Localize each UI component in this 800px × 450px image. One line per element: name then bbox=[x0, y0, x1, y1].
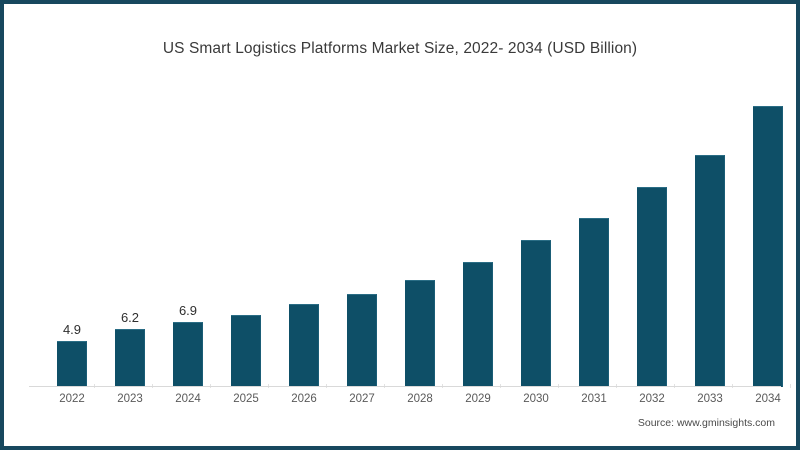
bar-2031[interactable] bbox=[579, 218, 609, 387]
x-axis-label-2027: 2027 bbox=[349, 393, 375, 405]
bar-2026[interactable] bbox=[289, 304, 319, 387]
bar-slot bbox=[391, 87, 449, 387]
x-axis-label-2024: 2024 bbox=[175, 393, 201, 405]
bar-2032[interactable] bbox=[637, 187, 667, 387]
x-axis-line bbox=[29, 386, 781, 387]
x-axis-label-2026: 2026 bbox=[291, 393, 317, 405]
bar-slot bbox=[739, 87, 797, 387]
x-axis-label-2030: 2030 bbox=[523, 393, 549, 405]
x-axis-label-2022: 2022 bbox=[59, 393, 85, 405]
bar-2028[interactable] bbox=[405, 280, 435, 387]
bar-2024[interactable] bbox=[173, 322, 203, 387]
x-axis-label-2031: 2031 bbox=[581, 393, 607, 405]
bar-slot: 6.9 bbox=[159, 87, 217, 387]
x-axis-tick bbox=[790, 384, 791, 388]
bar-2034[interactable] bbox=[753, 106, 783, 387]
x-axis-label-2028: 2028 bbox=[407, 393, 433, 405]
x-axis-tick-labels: 2022 2023 2024 2025 2026 2027 2028 2029 2030 2031… bbox=[29, 393, 781, 409]
bar-2030[interactable] bbox=[521, 240, 551, 387]
plot-area: 4.9 6.2 6.9 bbox=[29, 87, 791, 388]
x-axis-label-2023: 2023 bbox=[117, 393, 143, 405]
bar-slot: 4.9 bbox=[43, 87, 101, 387]
bar-value-label-2023: 6.2 bbox=[120, 310, 140, 325]
source-attribution: Source: www.gminsights.com bbox=[637, 417, 775, 429]
chart-canvas: US Smart Logistics Platforms Market Size… bbox=[7, 7, 793, 443]
x-axis-label-2029: 2029 bbox=[465, 393, 491, 405]
bar-series: 4.9 6.2 6.9 bbox=[29, 87, 791, 388]
bar-slot bbox=[217, 87, 275, 387]
bar-slot bbox=[507, 87, 565, 387]
bar-2033[interactable] bbox=[695, 155, 725, 387]
bar-2023[interactable] bbox=[115, 329, 145, 387]
bar-slot bbox=[681, 87, 739, 387]
bar-slot bbox=[449, 87, 507, 387]
bar-slot bbox=[275, 87, 333, 387]
bar-slot: 6.2 bbox=[101, 87, 159, 387]
bar-slot bbox=[565, 87, 623, 387]
bar-value-label-2024: 6.9 bbox=[178, 303, 198, 318]
page-title: US Smart Logistics Platforms Market Size… bbox=[162, 40, 638, 57]
bar-2029[interactable] bbox=[463, 262, 493, 387]
bar-2025[interactable] bbox=[231, 315, 261, 387]
bar-value-label-2022: 4.9 bbox=[62, 322, 82, 337]
bar-2027[interactable] bbox=[347, 294, 377, 387]
x-axis-label-2032: 2032 bbox=[639, 393, 665, 405]
bar-slot bbox=[333, 87, 391, 387]
x-axis-label-2025: 2025 bbox=[233, 393, 259, 405]
bar-slot bbox=[623, 87, 681, 387]
bar-2022[interactable] bbox=[57, 341, 87, 387]
x-axis-label-2033: 2033 bbox=[697, 393, 723, 405]
x-axis-label-2034: 2034 bbox=[755, 393, 781, 405]
